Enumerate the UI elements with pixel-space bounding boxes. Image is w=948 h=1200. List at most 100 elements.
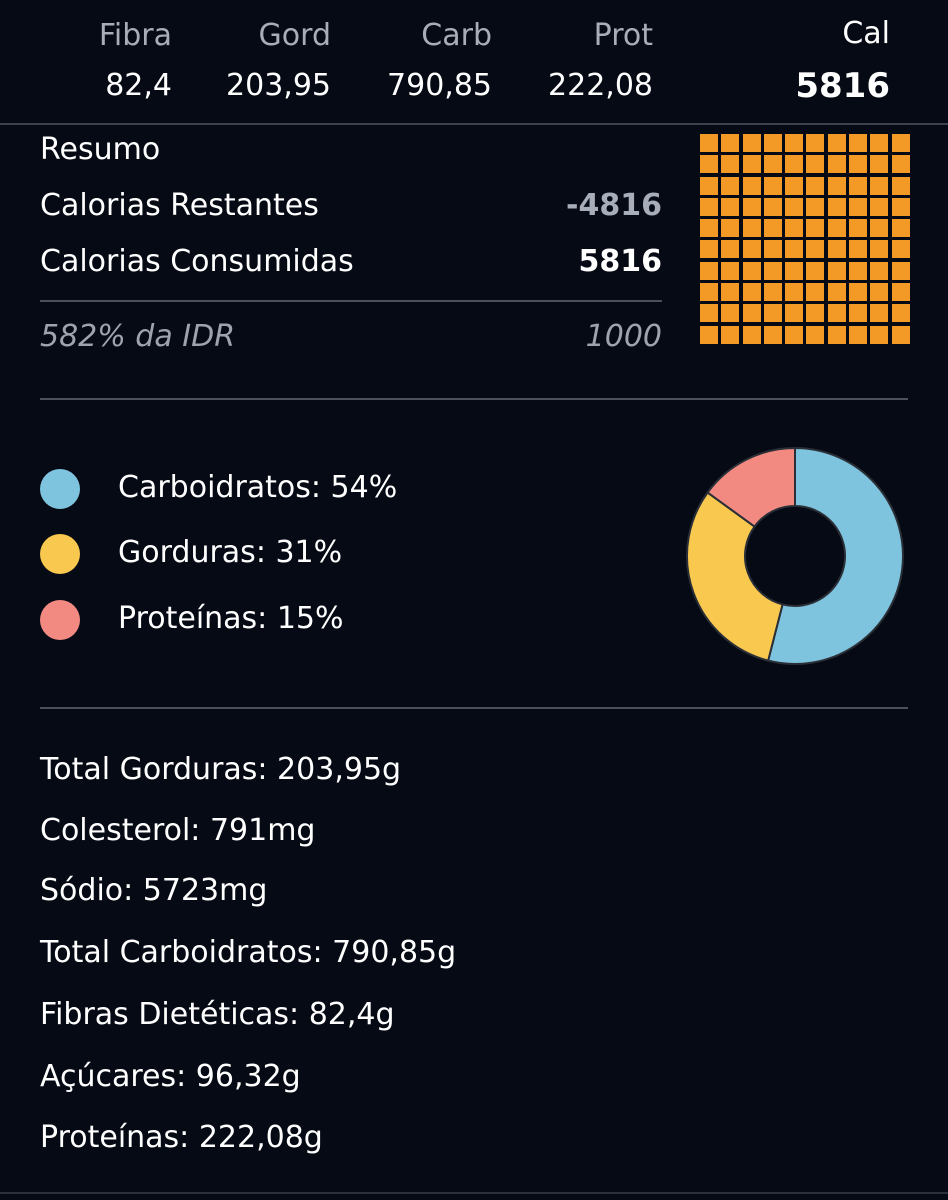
nutrient-cholesterol: Colesterol: 791mg <box>40 813 316 848</box>
header-divider <box>0 123 948 125</box>
grid-cell <box>870 283 889 302</box>
grid-cell <box>700 325 718 344</box>
grid-cell <box>700 176 718 195</box>
grid-cell <box>891 325 910 344</box>
grid-cell <box>827 304 846 323</box>
grid-cell <box>870 155 889 174</box>
nutrient-sugars: Açúcares: 96,32g <box>40 1059 301 1094</box>
calories-value: 5816 <box>795 66 890 106</box>
grid-cell <box>721 283 740 302</box>
grid-cell <box>806 219 825 238</box>
grid-cell <box>827 240 846 259</box>
grid-cell <box>742 261 761 280</box>
grid-cell <box>849 197 868 216</box>
consumed-calories-label: Calorias Consumidas <box>40 244 354 279</box>
grid-cell <box>700 155 718 174</box>
grid-cell <box>785 325 804 344</box>
grid-cell <box>806 176 825 195</box>
grid-cell <box>806 304 825 323</box>
grid-cell <box>891 261 910 280</box>
grid-cell <box>721 240 740 259</box>
grid-cell <box>891 283 910 302</box>
grid-cell <box>763 261 782 280</box>
bottom-divider <box>0 1192 948 1194</box>
carb-value: 790,85 <box>387 68 492 103</box>
grid-cell <box>891 155 910 174</box>
grid-cell <box>721 176 740 195</box>
section-divider <box>40 398 908 400</box>
grid-cell <box>742 283 761 302</box>
grid-cell <box>721 304 740 323</box>
legend-label-protein: Proteínas: 15% <box>118 601 344 636</box>
grid-cell <box>827 261 846 280</box>
grid-cell <box>806 197 825 216</box>
grid-cell <box>742 155 761 174</box>
nutrient-sodium: Sódio: 5723mg <box>40 873 268 908</box>
grid-cell <box>891 240 910 259</box>
summary-title: Resumo <box>40 132 161 167</box>
protein-value: 222,08 <box>548 68 653 103</box>
remaining-calories-value: -4816 <box>566 188 662 223</box>
fiber-value: 82,4 <box>105 68 172 103</box>
grid-cell <box>700 283 718 302</box>
legend-dot-protein <box>40 600 80 640</box>
grid-cell <box>806 283 825 302</box>
grid-cell <box>806 155 825 174</box>
grid-cell <box>806 261 825 280</box>
grid-cell <box>763 304 782 323</box>
nutrient-total-fat: Total Gorduras: 203,95g <box>40 752 402 787</box>
legend-label-fat: Gorduras: 31% <box>118 535 343 570</box>
grid-cell <box>870 240 889 259</box>
nutrient-fiber: Fibras Dietéticas: 82,4g <box>40 997 395 1032</box>
consumed-calories-value: 5816 <box>578 244 663 279</box>
grid-cell <box>891 176 910 195</box>
grid-cell <box>827 283 846 302</box>
grid-cell <box>870 134 889 152</box>
grid-cell <box>721 197 740 216</box>
grid-cell <box>785 240 804 259</box>
grid-cell <box>849 283 868 302</box>
grid-cell <box>785 304 804 323</box>
grid-cell <box>700 219 718 238</box>
calories-label: Cal <box>842 16 890 51</box>
grid-cell <box>891 304 910 323</box>
grid-cell <box>721 325 740 344</box>
grid-cell <box>721 155 740 174</box>
grid-cell <box>849 134 868 152</box>
grid-cell <box>763 219 782 238</box>
grid-cell <box>785 219 804 238</box>
grid-cell <box>849 261 868 280</box>
grid-cell <box>763 197 782 216</box>
grid-cell <box>785 134 804 152</box>
grid-cell <box>742 325 761 344</box>
grid-cell <box>742 219 761 238</box>
grid-cell <box>742 304 761 323</box>
grid-cell <box>849 240 868 259</box>
grid-cell <box>785 155 804 174</box>
legend-dot-fat <box>40 534 80 574</box>
grid-cell <box>827 134 846 152</box>
grid-cell <box>870 219 889 238</box>
fat-value: 203,95 <box>226 68 331 103</box>
grid-cell <box>827 219 846 238</box>
grid-cell <box>763 155 782 174</box>
grid-cell <box>700 197 718 216</box>
grid-cell <box>742 134 761 152</box>
grid-cell <box>742 240 761 259</box>
idr-percent: 582% da IDR <box>40 319 236 354</box>
grid-cell <box>870 325 889 344</box>
grid-cell <box>891 219 910 238</box>
grid-cell <box>763 325 782 344</box>
grid-cell <box>721 261 740 280</box>
grid-cell <box>891 134 910 152</box>
grid-cell <box>721 219 740 238</box>
grid-cell <box>763 134 782 152</box>
grid-cell <box>742 176 761 195</box>
protein-label: Prot <box>593 18 653 53</box>
donut-slice-gorduras <box>686 491 784 662</box>
calorie-block-grid <box>700 134 910 344</box>
donut-slice-carboidratos <box>766 446 904 665</box>
donut-slice-proteínas <box>706 446 796 529</box>
grid-cell <box>806 325 825 344</box>
fiber-label: Fibra <box>98 18 172 53</box>
